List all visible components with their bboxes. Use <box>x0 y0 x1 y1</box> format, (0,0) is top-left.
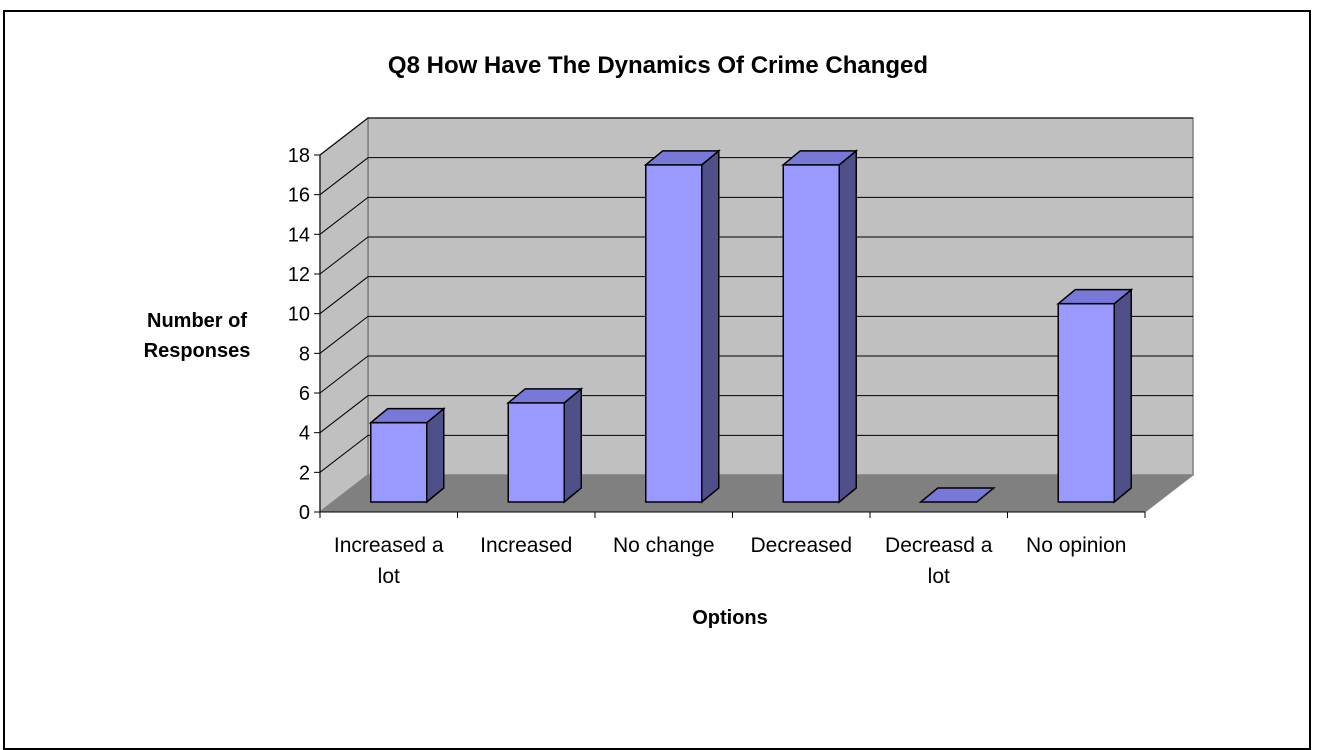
y-axis-label: Number of <box>147 310 247 332</box>
bar <box>643 149 721 504</box>
y-tick-label: 6 <box>299 383 310 405</box>
bar-front <box>645 164 703 503</box>
bar-side <box>563 387 582 504</box>
y-tick-label: 0 <box>299 502 310 524</box>
bar <box>918 487 996 503</box>
bar-front <box>370 421 428 503</box>
bar <box>368 407 446 504</box>
bar-top <box>506 388 584 404</box>
y-tick-label: 8 <box>299 343 310 365</box>
gridline <box>319 355 1193 394</box>
gridline <box>319 196 1193 235</box>
bar <box>506 387 584 504</box>
gridline <box>319 434 1193 473</box>
bar-top <box>781 150 859 166</box>
bar-top <box>368 407 446 424</box>
y-tick-label: 2 <box>299 462 310 484</box>
bar-front <box>507 402 565 503</box>
bar-top <box>1056 288 1134 305</box>
gridline <box>319 315 1193 354</box>
gridline <box>319 236 1193 275</box>
gridline <box>319 395 1193 434</box>
y-tick-label: 12 <box>288 264 310 286</box>
bar-front <box>1057 302 1115 503</box>
y-tick-label: 4 <box>299 423 310 445</box>
bar-front <box>782 164 840 503</box>
chart-title: Q8 How Have The Dynamics Of Crime Change… <box>388 52 928 79</box>
y-axis-label: Responses <box>144 340 251 362</box>
bar-side <box>426 407 445 504</box>
bar-top <box>643 150 721 166</box>
bar <box>1056 288 1134 504</box>
gridline <box>319 276 1193 315</box>
y-tick-label: 10 <box>288 304 310 326</box>
x-category-label: No opinion <box>1026 534 1126 557</box>
plot-back-wall <box>367 117 1194 476</box>
x-category-label: Decreasd a <box>885 534 993 557</box>
x-category-label: Decreased <box>750 534 852 557</box>
bar-side <box>1113 288 1132 504</box>
gridline <box>319 157 1193 196</box>
bar <box>781 149 859 504</box>
bar-top <box>918 487 996 503</box>
x-category-label: Increased a <box>334 534 444 557</box>
gridline <box>319 117 1193 156</box>
y-tick-label: 16 <box>288 185 310 207</box>
y-tick-label: 18 <box>288 145 310 167</box>
plot-side-wall <box>319 116 369 514</box>
bar-side <box>701 149 720 504</box>
bar-side <box>838 149 857 504</box>
x-axis-label: Options <box>692 607 768 629</box>
y-tick-label: 14 <box>288 224 310 246</box>
x-category-label: Increased <box>480 534 572 557</box>
x-category-label: lot <box>378 565 400 588</box>
x-category-label: No change <box>613 534 715 557</box>
x-category-label: lot <box>928 565 950 588</box>
